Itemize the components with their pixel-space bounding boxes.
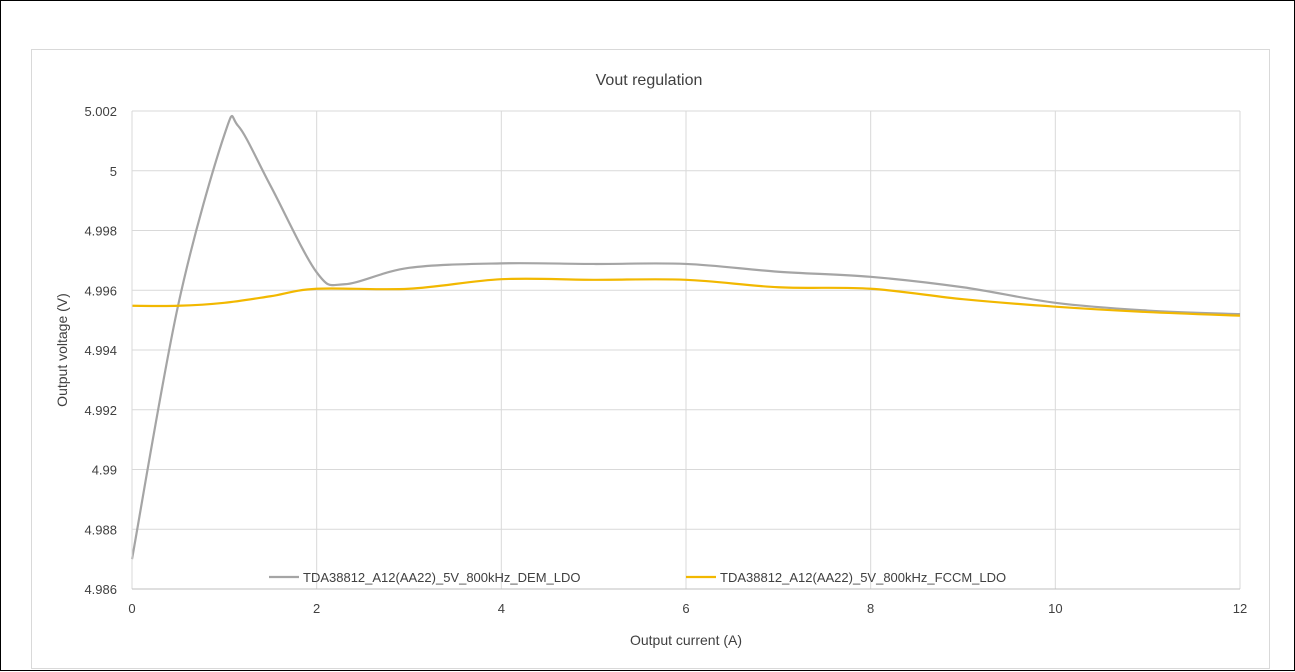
series-layer [130,114,1241,560]
chart-title: Vout regulation [596,72,703,89]
legend-label: TDA38812_A12(AA22)_5V_800kHz_FCCM_LDO [720,570,1006,585]
y-tick-label: 4.988 [84,522,117,537]
x-tick-label: 4 [498,601,505,616]
x-tick-label: 2 [313,601,320,616]
x-tick-label: 6 [682,601,689,616]
y-axis-label: Output voltage (V) [54,293,70,407]
y-tick-label: 4.994 [84,343,117,358]
x-tick-label: 10 [1048,601,1062,616]
y-tick-label: 4.992 [84,403,117,418]
y-tick-label: 4.986 [84,582,117,597]
legend-label: TDA38812_A12(AA22)_5V_800kHz_DEM_LDO [303,570,581,585]
y-tick-label: 5.002 [84,104,117,119]
x-tick-label: 12 [1233,601,1247,616]
series-line-dem [130,114,1241,560]
x-tick-label: 8 [867,601,874,616]
legend: TDA38812_A12(AA22)_5V_800kHz_DEM_LDO TDA3… [269,570,1006,585]
chart-area [31,49,1270,669]
axis-layer: 4.986 4.988 4.99 4.992 4.994 4.996 4.998 5 5.002… [84,104,1247,616]
y-tick-label: 4.99 [92,463,117,478]
series-line-fccm [131,277,1241,317]
grid-layer [132,110,1241,590]
y-tick-label: 4.996 [84,283,117,298]
y-tick-label: 4.998 [84,224,117,239]
x-axis-label: Output current (A) [630,632,742,648]
y-tick-label: 5 [110,164,117,179]
x-tick-label: 0 [128,601,135,616]
